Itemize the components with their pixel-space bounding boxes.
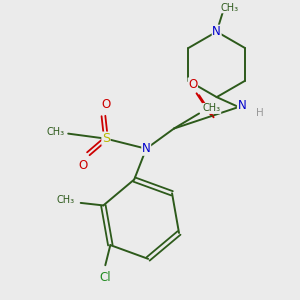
Text: N: N <box>212 25 221 38</box>
Text: O: O <box>101 98 111 111</box>
Text: N: N <box>238 99 246 112</box>
Text: H: H <box>256 109 263 118</box>
Text: CH₃: CH₃ <box>202 103 221 113</box>
Text: CH₃: CH₃ <box>46 128 65 137</box>
Text: N: N <box>142 142 151 155</box>
Text: Cl: Cl <box>100 271 111 284</box>
Text: S: S <box>102 132 110 145</box>
Text: CH₃: CH₃ <box>56 195 75 206</box>
Text: O: O <box>188 78 197 91</box>
Text: CH₃: CH₃ <box>220 3 238 13</box>
Text: O: O <box>79 159 88 172</box>
